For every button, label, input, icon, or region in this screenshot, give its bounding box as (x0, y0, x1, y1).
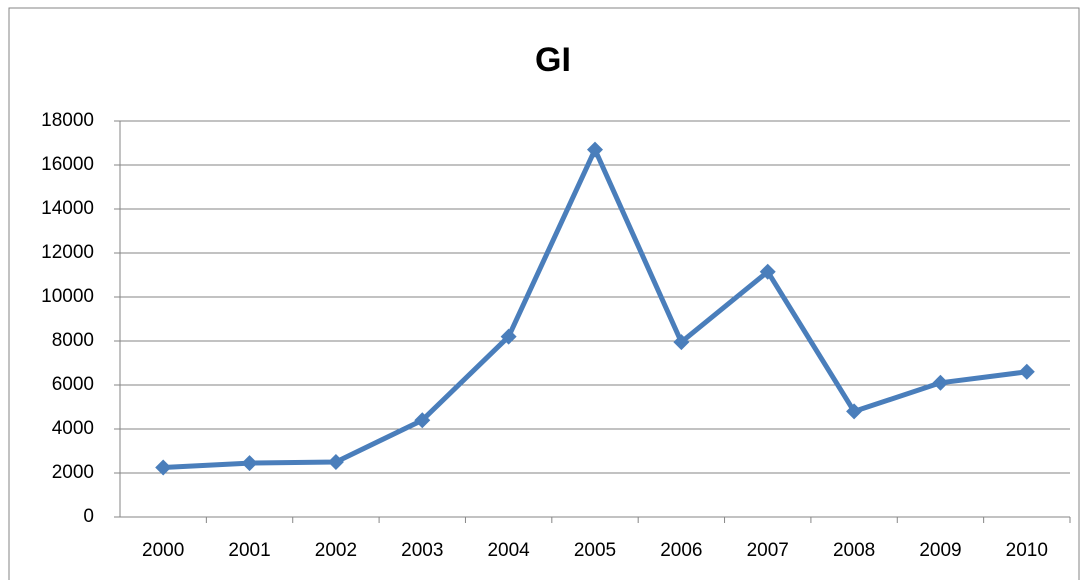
y-tick-label: 8000 (52, 330, 94, 351)
x-tick-label: 2007 (747, 540, 789, 561)
marker (500, 328, 517, 345)
y-tick-label: 14000 (41, 198, 94, 219)
x-tick-label: 2010 (1006, 540, 1048, 561)
y-tick-label: 4000 (52, 418, 94, 439)
marker (673, 334, 690, 351)
marker (759, 263, 776, 280)
x-tick-label: 2001 (228, 540, 270, 561)
y-tick-label: 6000 (52, 374, 94, 395)
marker (1018, 363, 1035, 380)
marker (241, 455, 258, 472)
marker (932, 374, 949, 391)
y-tick-label: 12000 (41, 242, 94, 263)
x-tick-label: 2009 (919, 540, 961, 561)
chart-title: GI (535, 41, 571, 79)
x-tick-label: 2004 (487, 540, 530, 561)
marker (414, 412, 431, 429)
y-tick-label: 2000 (52, 462, 94, 483)
x-tick-label: 2003 (401, 540, 443, 561)
x-tick-label: 2000 (142, 540, 184, 561)
x-tick-label: 2008 (833, 540, 875, 561)
y-tick-label: 10000 (41, 286, 94, 307)
y-tick-label: 16000 (41, 154, 94, 175)
marker (587, 141, 603, 158)
marker (155, 459, 172, 476)
chart-border (8, 7, 1080, 585)
marker (327, 454, 344, 470)
y-tick-label: 18000 (41, 110, 94, 131)
marker (846, 403, 863, 420)
x-tick-label: 2002 (315, 540, 357, 561)
y-tick-label: 0 (83, 506, 94, 527)
x-tick-label: 2005 (574, 540, 616, 561)
x-tick-label: 2006 (660, 540, 702, 561)
